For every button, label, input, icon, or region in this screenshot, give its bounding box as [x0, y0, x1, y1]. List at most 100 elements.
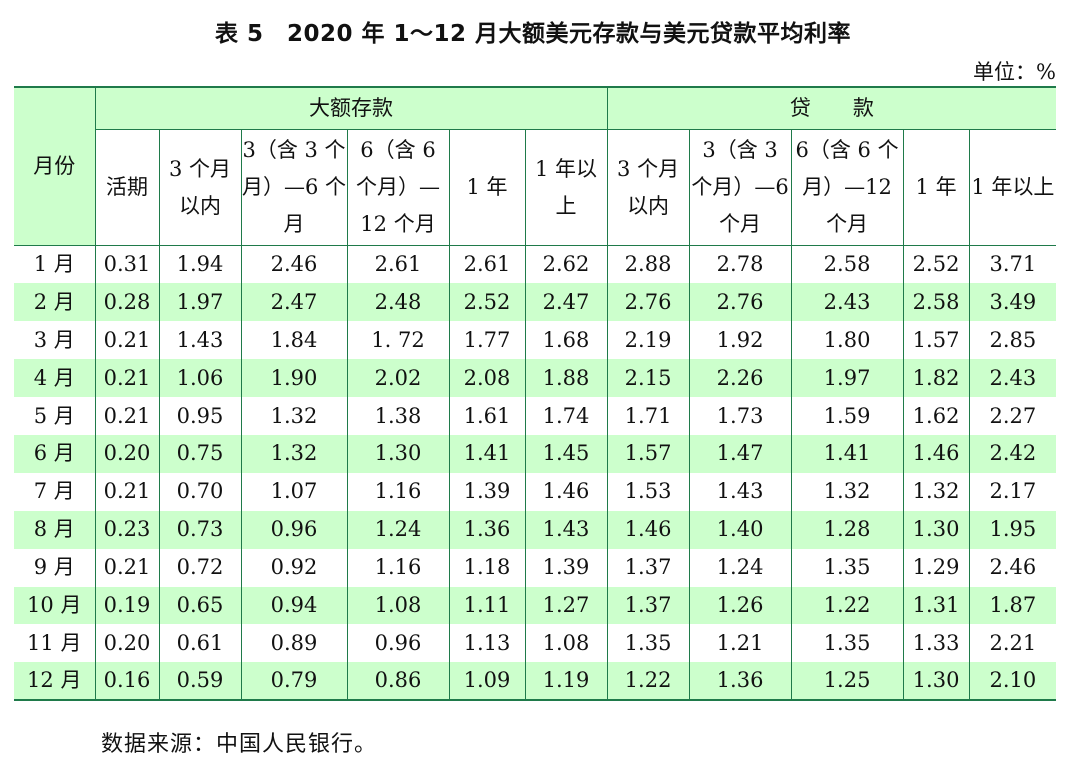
deposit-rate-cell: 0.16: [94, 662, 160, 701]
deposit-rate-cell: 2.47: [524, 283, 608, 322]
loan-rate-cell: 1.37: [606, 586, 690, 625]
loan-rate-cell: 2.26: [688, 359, 792, 398]
deposit-rate-cell: 2.47: [240, 283, 348, 322]
deposit-rate-cell: 1.61: [448, 397, 526, 435]
loan-rate-cell: 1.32: [790, 472, 904, 511]
loan-rate-cell: 2.46: [968, 548, 1057, 587]
deposit-rate-cell: 1.94: [158, 245, 242, 284]
loan-rate-cell: 1.24: [688, 548, 792, 587]
loan-rate-cell: 2.19: [606, 321, 690, 360]
deposit-rate-cell: 1.43: [158, 321, 242, 360]
deposit-rate-cell: 0.21: [94, 397, 160, 435]
deposit-rate-cell: 0.96: [240, 510, 348, 549]
loan-group-header: 贷 款: [606, 87, 1057, 130]
deposit-rate-cell: 2.52: [448, 283, 526, 322]
deposit-rate-cell: 1.97: [158, 283, 242, 322]
deposit-col-header: 6（含 6 个月）—12 个月: [346, 129, 450, 246]
month-cell: 1 月: [14, 245, 96, 284]
table-row: 1 月 0.31 1.94 2.46 2.61 2.61 2.62 2.88 2.78 2.58 2…: [14, 245, 1057, 284]
deposit-rate-cell: 1.32: [240, 397, 348, 435]
loan-rate-cell: 1.73: [688, 397, 792, 435]
deposit-rate-cell: 0.19: [94, 586, 160, 625]
table-row: 9 月 0.21 0.72 0.92 1.16 1.18 1.39 1.37 1.24 1.35 1…: [14, 548, 1057, 587]
deposit-rate-cell: 1.16: [346, 548, 450, 587]
deposit-rate-cell: 0.95: [158, 397, 242, 435]
deposit-col-header: 1 年以上: [524, 129, 608, 246]
loan-rate-cell: 1.25: [790, 662, 904, 701]
deposit-rate-cell: 0.92: [240, 548, 348, 587]
deposit-rate-cell: 1.84: [240, 321, 348, 360]
loan-rate-cell: 1.30: [902, 510, 970, 549]
deposit-rate-cell: 0.28: [94, 283, 160, 322]
loan-rate-cell: 2.10: [968, 662, 1057, 701]
deposit-rate-cell: 1.74: [524, 397, 608, 435]
deposit-rate-cell: 2.61: [448, 245, 526, 284]
loan-rate-cell: 3.71: [968, 245, 1057, 284]
loan-rate-cell: 1.33: [902, 624, 970, 663]
table-title: 表 5 2020 年 1～12 月大额美元存款与美元贷款平均利率: [214, 21, 852, 47]
deposit-rate-cell: 1.45: [524, 434, 608, 473]
loan-rate-cell: 2.76: [688, 283, 792, 322]
deposit-group-header: 大额存款: [94, 87, 608, 130]
loan-rate-cell: 2.88: [606, 245, 690, 284]
loan-rate-cell: 1.46: [606, 510, 690, 549]
loan-rate-cell: 1.37: [606, 548, 690, 587]
table-row: 7 月 0.21 0.70 1.07 1.16 1.39 1.46 1.53 1.43 1.32 1…: [14, 472, 1057, 511]
loan-rate-cell: 2.43: [790, 283, 904, 322]
loan-rate-cell: 1.32: [902, 472, 970, 511]
deposit-rate-cell: 0.79: [240, 662, 348, 701]
deposit-rate-cell: 1. 72: [346, 321, 450, 360]
month-cell: 2 月: [14, 283, 96, 322]
table-row: 4 月 0.21 1.06 1.90 2.02 2.08 1.88 2.15 2.26 1.97 1…: [14, 359, 1057, 398]
month-cell: 3 月: [14, 321, 96, 360]
deposit-rate-cell: 0.23: [94, 510, 160, 549]
deposit-rate-cell: 1.88: [524, 359, 608, 398]
loan-rate-cell: 1.95: [968, 510, 1057, 549]
deposit-rate-cell: 0.20: [94, 434, 160, 473]
deposit-rate-cell: 2.02: [346, 359, 450, 398]
deposit-rate-cell: 0.21: [94, 472, 160, 511]
deposit-rate-cell: 2.48: [346, 283, 450, 322]
deposit-rate-cell: 1.32: [240, 434, 348, 473]
deposit-rate-cell: 0.21: [94, 321, 160, 360]
loan-rate-cell: 2.85: [968, 321, 1057, 360]
loan-rate-cell: 1.62: [902, 397, 970, 435]
loan-col-header: 3（含 3 个月）—6 个月: [688, 129, 792, 246]
loan-rate-cell: 1.36: [688, 662, 792, 701]
loan-rate-cell: 2.43: [968, 359, 1057, 398]
loan-col-header: 6（含 6 个月）—12 个月: [790, 129, 904, 246]
deposit-rate-cell: 0.86: [346, 662, 450, 701]
deposit-rate-cell: 0.61: [158, 624, 242, 663]
loan-col-header: 1 年: [902, 129, 970, 246]
deposit-rate-cell: 1.43: [524, 510, 608, 549]
loan-rate-cell: 3.49: [968, 283, 1057, 322]
loan-rate-cell: 1.40: [688, 510, 792, 549]
month-cell: 9 月: [14, 548, 96, 587]
deposit-rate-cell: 1.41: [448, 434, 526, 473]
loan-rate-cell: 1.35: [606, 624, 690, 663]
loan-rate-cell: 1.26: [688, 586, 792, 625]
table-row: 12 月 0.16 0.59 0.79 0.86 1.09 1.19 1.22 1.36 1.25…: [14, 662, 1057, 701]
loan-rate-cell: 1.35: [790, 548, 904, 587]
deposit-rate-cell: 1.90: [240, 359, 348, 398]
table-row: 3 月 0.21 1.43 1.84 1. 72 1.77 1.68 2.19 1.92 1.80…: [14, 321, 1057, 360]
loan-rate-cell: 1.57: [902, 321, 970, 360]
deposit-rate-cell: 1.36: [448, 510, 526, 549]
deposit-rate-cell: 1.38: [346, 397, 450, 435]
deposit-rate-cell: 1.30: [346, 434, 450, 473]
loan-rate-cell: 2.58: [902, 283, 970, 322]
loan-col-header: 3 个月以内: [606, 129, 690, 246]
deposit-rate-cell: 1.68: [524, 321, 608, 360]
deposit-rate-cell: 1.08: [524, 624, 608, 663]
loan-rate-cell: 2.42: [968, 434, 1057, 473]
unit-label: 单位：%: [973, 60, 1056, 84]
loan-rate-cell: 2.78: [688, 245, 792, 284]
loan-rate-cell: 2.52: [902, 245, 970, 284]
deposit-rate-cell: 0.96: [346, 624, 450, 663]
deposit-col-header: 活期: [95, 129, 160, 246]
loan-col-header: 1 年以上: [968, 129, 1057, 246]
deposit-rate-cell: 0.70: [158, 472, 242, 511]
loan-rate-cell: 2.15: [606, 359, 690, 398]
loan-rate-cell: 1.92: [688, 321, 792, 360]
table-row: 10 月 0.19 0.65 0.94 1.08 1.11 1.27 1.37 1.26 1.22…: [14, 586, 1057, 625]
